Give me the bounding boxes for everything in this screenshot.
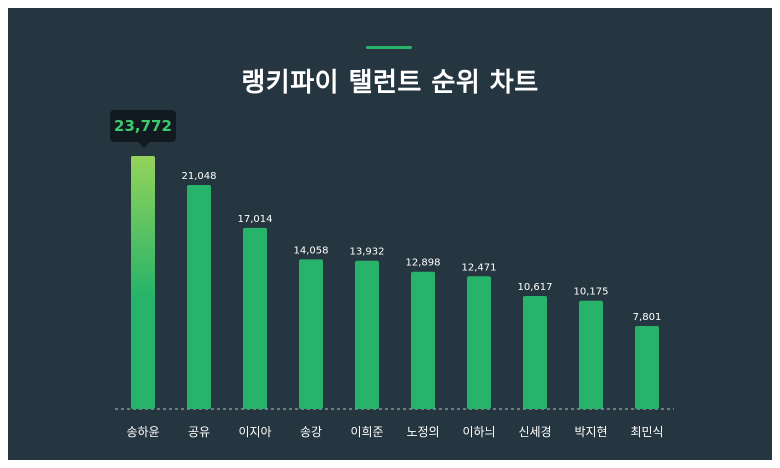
bar-4 <box>355 260 379 409</box>
bar-7 <box>523 296 547 409</box>
category-label-7: 신세경 <box>518 425 551 439</box>
chart-title: 랭키파이 탤런트 순위 차트 <box>241 68 539 98</box>
value-label-3: 14,058 <box>294 245 329 256</box>
category-label-0: 송하윤 <box>126 425 159 439</box>
category-label-3: 송강 <box>300 425 322 439</box>
bar-2 <box>243 227 267 409</box>
category-label-5: 노정의 <box>406 425 439 439</box>
category-label-8: 박지현 <box>574 425 607 439</box>
bar-8 <box>579 300 603 409</box>
value-label-9: 7,801 <box>633 312 662 323</box>
value-label-4: 13,932 <box>350 247 385 258</box>
highlight-tooltip: 23,772 <box>110 110 176 148</box>
value-label-6: 12,471 <box>462 262 497 273</box>
bar-5 <box>411 271 435 409</box>
value-label-5: 12,898 <box>406 258 441 269</box>
chart-panel: 랭키파이 탤런트 순위 차트 송하윤 21,048 공유 17,014 이지아 14,05… <box>8 8 772 460</box>
category-label-9: 최민식 <box>630 425 663 439</box>
category-label-6: 이하늬 <box>462 425 495 439</box>
bar-6 <box>467 276 491 409</box>
category-label-2: 이지아 <box>238 425 271 439</box>
bar-3 <box>299 259 323 409</box>
tooltip-arrow <box>138 142 150 148</box>
value-label-8: 10,175 <box>574 287 609 298</box>
category-label-4: 이희준 <box>350 425 383 439</box>
highlight-value-label: 23,772 <box>114 117 172 135</box>
bar-0 <box>131 156 155 409</box>
title-accent-line <box>366 46 412 49</box>
category-label-1: 공유 <box>188 425 210 439</box>
value-label-7: 10,617 <box>518 282 553 293</box>
value-label-1: 21,048 <box>182 171 217 182</box>
bar-9 <box>635 325 659 409</box>
value-label-2: 17,014 <box>238 214 273 225</box>
bar-1 <box>187 184 211 409</box>
bar-chart: 송하윤 21,048 공유 17,014 이지아 14,058 송강 13,932 이희준 12,… <box>115 156 674 439</box>
